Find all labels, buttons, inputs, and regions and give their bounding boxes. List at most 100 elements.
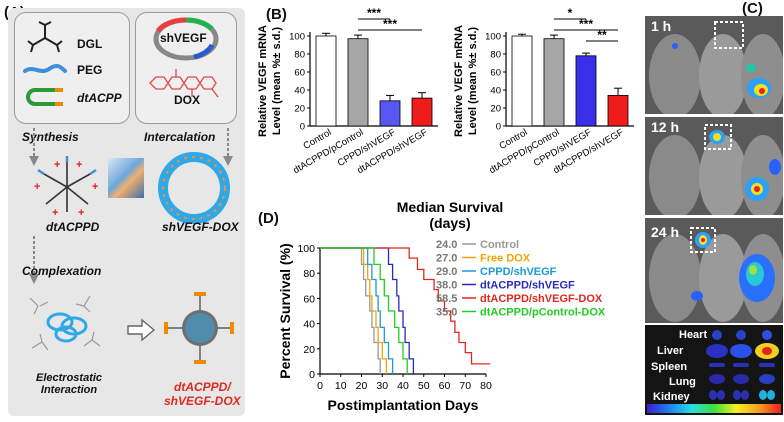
left-bar [347, 38, 369, 127]
arrow-down-left-icon [29, 128, 39, 166]
right-ylabel: Relative VEGF mRNA [453, 25, 465, 137]
svg-text:+: + [52, 207, 58, 219]
right-significance-label: *** [579, 17, 593, 31]
survival-ytick-label: 0 [309, 369, 315, 381]
left-ytick-label: 40 [294, 86, 305, 97]
right-bar [543, 38, 565, 127]
image-12h: 12 h [645, 117, 784, 219]
right-ylabel: Level (mean %± s.d.) [467, 27, 479, 135]
final-nanoparticle-icon [164, 292, 234, 364]
drug-label: DOX [174, 93, 201, 107]
right-significance-label: ** [597, 28, 607, 42]
survival-xtick-label: 40 [397, 380, 409, 392]
plasmid-drug-box: shVEGF DOX [135, 12, 237, 124]
shvegf-dox-ring-icon [158, 152, 230, 224]
mice-1h-image [649, 21, 784, 118]
survival-xtick-label: 70 [459, 380, 471, 392]
timepoint-24h: 24 h [651, 224, 680, 240]
survival-median: 24.0 [436, 239, 457, 251]
survival-legend-label: dtACPPD/shVEGF-DOX [480, 293, 603, 305]
timepoint-1h: 1 h [651, 18, 672, 34]
mice-12h-image [649, 124, 784, 219]
svg-text:+: + [76, 159, 82, 171]
survival-curve [320, 247, 388, 374]
dtacpp-peptide-icon [26, 88, 63, 106]
survival-xtick-label: 80 [480, 380, 492, 392]
right-bar [607, 95, 629, 127]
step-complexation: Complexation [22, 264, 102, 278]
right-ytick-label: 80 [490, 50, 501, 61]
organ-liver: Liver [657, 345, 684, 357]
survival-ytick-label: 80 [303, 268, 315, 280]
left-ylabel: Level (mean %± s.d.) [271, 27, 283, 135]
synthesis-schematic: DGL PEG dtACPP shVEGF [8, 8, 245, 416]
plasmid-label: shVEGF [160, 31, 207, 45]
legend-dtacpp: dtACPP [77, 91, 122, 105]
survival-curve [320, 247, 491, 365]
survival-xlabel: Postimplantation Days [328, 397, 479, 413]
arrow-down-right-icon [223, 128, 233, 166]
svg-text:+: + [92, 181, 98, 193]
left-ytick-label: 60 [294, 68, 305, 79]
survival-legend-label: Control [480, 239, 519, 251]
survival-curve [320, 247, 408, 374]
legend-peg: PEG [77, 63, 103, 77]
svg-text:+: + [34, 181, 40, 193]
dgl-dendrimer-icon [27, 21, 63, 53]
survival-legend-label: CPPD/shVEGF [480, 266, 557, 278]
survival-ytick-label: 40 [303, 319, 315, 331]
electrostatic-label: Electrostatic Interaction [36, 372, 103, 396]
survival-curve [320, 247, 415, 374]
svg-text:+: + [78, 207, 84, 219]
survival-legend-label: dtACPPD/shVEGF [480, 280, 575, 292]
survival-xtick-label: 60 [439, 380, 451, 392]
electrostatic-complex-icon [29, 295, 101, 351]
image-1h: 1 h [645, 16, 784, 118]
organ-lung: Lung [669, 376, 696, 388]
dna-helix-image [108, 158, 144, 198]
left-bar [315, 35, 337, 127]
right-bar [575, 55, 597, 127]
left-ytick-label: 0 [300, 122, 305, 133]
survival-legend-label: Free DOX [480, 253, 531, 265]
right-bar [511, 35, 533, 127]
left-bar [411, 97, 433, 127]
survival-median: 38.0 [436, 280, 457, 292]
survival-curve [320, 247, 394, 374]
survival-xtick-label: 30 [376, 380, 388, 392]
ex-vivo-organs: Heart Liver Spleen Lung Kidney [645, 325, 783, 415]
survival-curve [320, 247, 381, 374]
peg-chain-icon [23, 63, 67, 73]
panel-b-label: (B) [266, 6, 287, 23]
image-24h: 24 h [645, 218, 784, 323]
right-ytick-label: 20 [490, 104, 501, 115]
product-dtacppd: dtACPPD [46, 220, 100, 234]
left-significance-label: *** [383, 17, 397, 31]
panel-c-label: (C) [742, 0, 763, 17]
survival-ytick-label: 60 [303, 293, 315, 305]
svg-text:+: + [54, 159, 60, 171]
survival-title: (days) [429, 215, 470, 231]
right-ytick-label: 100 [485, 32, 501, 43]
right-ytick-label: 40 [490, 86, 501, 97]
dox-molecule-icon [149, 69, 219, 98]
arrow-right-icon [127, 318, 156, 342]
survival-xtick-label: 50 [418, 380, 430, 392]
vegf-bar-chart-right: Relative VEGF mRNA Level (mean %± s.d.) 0 2… [453, 6, 634, 176]
step-intercalation: Intercalation [144, 130, 216, 144]
survival-median: 29.0 [436, 266, 457, 278]
timepoint-12h: 12 h [651, 119, 680, 135]
organ-spleen: Spleen [651, 361, 688, 373]
survival-xtick-label: 20 [356, 380, 368, 392]
organ-heart: Heart [679, 329, 708, 341]
left-ylabel: Relative VEGF mRNA [257, 25, 269, 137]
panel-d-label: (D) [258, 210, 279, 227]
legend-dgl: DGL [77, 37, 103, 51]
dtacppd-particle-icon: + + + + + + [34, 156, 98, 219]
right-ytick-label: 0 [496, 122, 501, 133]
right-ytick-label: 60 [490, 68, 501, 79]
final-product-label: dtACPPD/ shVEGF-DOX [164, 380, 241, 408]
survival-median: 27.0 [436, 253, 457, 265]
plasmid-ring-icon [153, 17, 219, 61]
left-significance-label: *** [367, 6, 381, 20]
